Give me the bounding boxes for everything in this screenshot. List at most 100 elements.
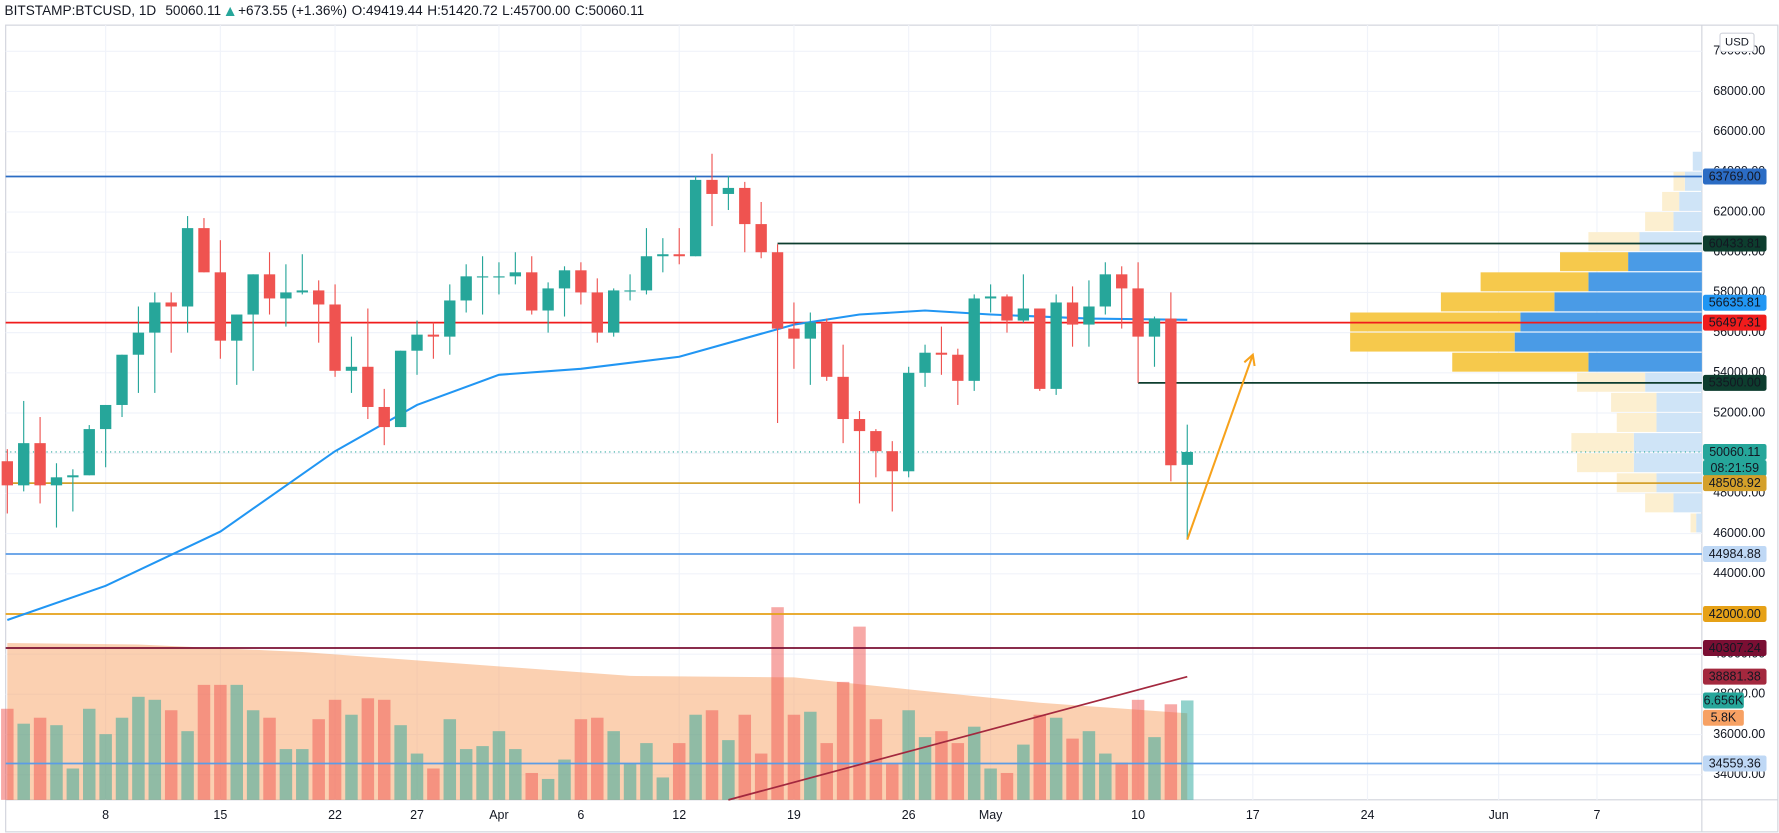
candle-body xyxy=(1165,318,1177,466)
candle-body xyxy=(198,228,210,273)
profile-down xyxy=(1560,252,1629,272)
candle-body xyxy=(935,352,948,355)
x-tick-label: 22 xyxy=(328,808,342,822)
candle-body xyxy=(739,187,751,225)
candle-body xyxy=(689,179,702,257)
ohlc-label: H: xyxy=(427,3,441,18)
candle-body xyxy=(313,290,325,305)
profile-down xyxy=(1611,392,1657,412)
profile-down xyxy=(1616,413,1657,432)
candle-body xyxy=(1034,308,1046,389)
x-tick-label: 27 xyxy=(410,808,424,822)
profile-down xyxy=(1440,292,1555,312)
candle-body xyxy=(394,350,407,428)
candle-body xyxy=(886,451,898,472)
profile-up xyxy=(1633,433,1702,453)
level-label: 44984.88 xyxy=(1709,547,1761,561)
candle-body xyxy=(1083,306,1095,325)
profile-up xyxy=(1639,232,1702,252)
candle-body xyxy=(345,366,358,371)
x-tick-label: 15 xyxy=(213,808,227,822)
candle-body xyxy=(411,334,423,351)
volume-bar xyxy=(50,725,63,800)
candle-body xyxy=(18,443,30,486)
candle-body xyxy=(149,302,161,333)
candle-body xyxy=(1116,274,1128,289)
volume-bar xyxy=(607,731,620,800)
candle-body xyxy=(362,366,374,407)
x-tick-label: 12 xyxy=(672,808,686,822)
volume-bar xyxy=(492,731,506,800)
levels xyxy=(5,175,1702,765)
y-tick-label: 62000.00 xyxy=(1713,204,1765,218)
drawings xyxy=(728,352,1256,801)
profile-up xyxy=(1696,513,1702,533)
profile-up xyxy=(1656,413,1702,432)
level-label: 50060.11 xyxy=(1709,445,1760,459)
badges: 63769.00 60433.81 56497.31 53500.00 50060.11… xyxy=(1702,168,1767,772)
volume-bar xyxy=(836,681,850,800)
ma-label-bg xyxy=(1702,294,1767,311)
up-arrow-icon xyxy=(225,6,235,16)
volume-bar xyxy=(377,699,391,800)
volume-bar xyxy=(525,772,538,800)
level-label: 60433.81 xyxy=(1709,236,1761,250)
candle-body xyxy=(837,376,849,420)
candle-body xyxy=(460,276,472,301)
profile-down xyxy=(1662,191,1680,211)
countdown: 08:21:59 xyxy=(1710,461,1759,475)
volume-label: 6.656K xyxy=(1704,693,1744,707)
volume-bar xyxy=(1049,717,1063,800)
candle-body xyxy=(181,228,194,307)
candle-body xyxy=(722,187,735,194)
profile-down xyxy=(1690,513,1697,533)
candle-body xyxy=(1099,274,1111,307)
profile-up xyxy=(1656,392,1702,412)
volume-bar xyxy=(1131,699,1145,800)
volume-bar xyxy=(230,684,243,800)
volume-bar xyxy=(443,719,457,800)
countdown-bg xyxy=(1702,459,1767,476)
volume-bar xyxy=(541,778,555,800)
x-tick-label: 17 xyxy=(1246,808,1260,822)
volume-bar xyxy=(804,711,817,800)
candle-body xyxy=(444,300,456,337)
volume-bar xyxy=(689,714,702,800)
ohlc-value: 45700.00 xyxy=(514,3,571,18)
level-label-bg xyxy=(1702,443,1767,460)
candle-body xyxy=(1132,288,1144,337)
candle-body xyxy=(558,270,571,289)
profile-down xyxy=(1571,433,1634,453)
volume-bar xyxy=(164,710,178,800)
ohlc-label: O: xyxy=(352,3,366,18)
candle-body xyxy=(50,477,63,486)
volume-bar xyxy=(312,719,325,800)
volume-bar xyxy=(1066,738,1079,800)
trend-label-bg xyxy=(1702,668,1767,685)
candle-body xyxy=(280,292,292,299)
volume-bar xyxy=(623,764,637,800)
volume-bar xyxy=(99,734,112,800)
x-tick-label: 6 xyxy=(577,808,584,822)
candle-body xyxy=(378,406,390,428)
x-tick-label: 19 xyxy=(787,808,801,822)
volume-bar xyxy=(951,743,965,800)
currency: USD xyxy=(1725,36,1749,48)
ohlc-label: C: xyxy=(575,3,589,18)
candle-body xyxy=(902,372,915,472)
volume-bar xyxy=(574,719,588,800)
profile-up xyxy=(1684,171,1702,191)
volume-bar xyxy=(591,717,604,800)
candle-body xyxy=(673,254,685,257)
candle-body xyxy=(1,461,13,486)
x-tick-label: Apr xyxy=(489,808,508,822)
header: BITSTAMP:BTCUSD, 1D 50060.11 +673.55 (+1.… xyxy=(5,3,645,18)
profile-up xyxy=(1673,493,1702,513)
candle-body xyxy=(1001,296,1013,321)
volume-bar xyxy=(558,759,571,800)
level-label-bg xyxy=(1702,475,1767,492)
candle-body xyxy=(116,354,128,405)
currency-box: USD xyxy=(1719,32,1755,52)
volume-bar xyxy=(509,749,522,800)
